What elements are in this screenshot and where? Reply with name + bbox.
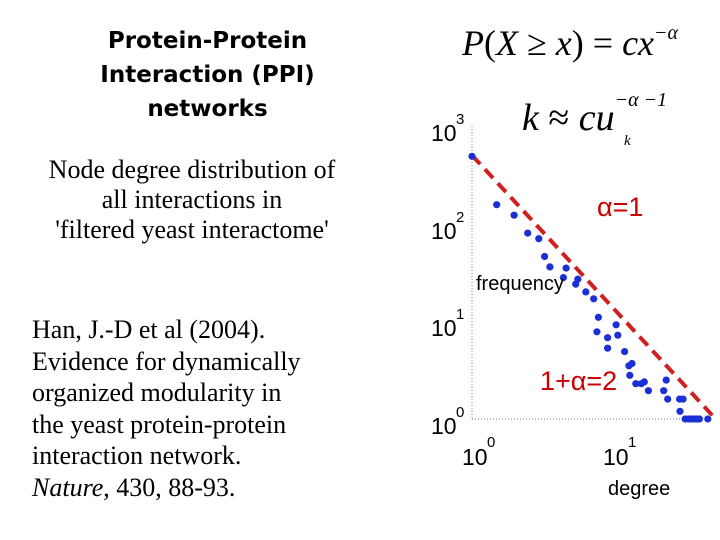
data-point	[594, 313, 603, 321]
svg-text:0: 0	[456, 404, 464, 421]
data-point	[628, 359, 636, 368]
y-tick-label: 100	[431, 404, 464, 439]
data-point	[593, 328, 601, 336]
data-point	[614, 331, 622, 339]
degree-formula: k ≈ cu−α −1	[522, 89, 667, 139]
citation-line: Nature, 430, 88-93.	[32, 472, 362, 504]
data-point	[541, 252, 549, 261]
slide-title: Protein-Protein Interaction (PPI) networ…	[50, 24, 365, 126]
data-point	[662, 376, 670, 384]
data-point	[604, 334, 612, 342]
citation: Han, J.-D et al (2004). Evidence for dyn…	[32, 314, 362, 503]
power-law-fit-line	[470, 153, 718, 421]
citation-line: Han, J.-D et al (2004).	[32, 315, 266, 344]
citation-volume: , 430, 88-93.	[103, 472, 236, 502]
title-line: Protein-Protein	[107, 28, 308, 54]
exponent-annotation: 1+α=2	[540, 366, 617, 396]
citation-line: Evidence for dynamically	[32, 346, 301, 376]
title-line: Interaction (PPI)	[100, 62, 315, 88]
data-point	[679, 395, 687, 403]
svg-text:10: 10	[431, 413, 457, 439]
alpha-annotation: α=1	[597, 192, 643, 222]
svg-text:1: 1	[628, 434, 636, 451]
data-point	[621, 348, 629, 356]
data-point	[524, 229, 532, 237]
data-point	[493, 201, 501, 209]
data-point	[559, 274, 568, 282]
data-point	[468, 152, 476, 160]
citation-line: the yeast protein-protein	[32, 409, 287, 439]
data-point	[644, 387, 653, 395]
data-point	[632, 380, 640, 388]
data-point	[604, 344, 612, 352]
data-point	[510, 211, 518, 219]
data-point	[546, 263, 554, 271]
data-point	[660, 387, 668, 395]
data-point	[640, 378, 648, 386]
citation-journal: Nature	[32, 472, 104, 502]
y-tick-label: 102	[431, 209, 464, 244]
degree-formula-subscript: k	[624, 133, 631, 149]
slide-subtitle: Node degree distribution of all interact…	[22, 155, 362, 245]
y-tick-label: 103	[431, 111, 464, 146]
svg-text:10: 10	[462, 444, 488, 470]
x-tick-label: 100	[462, 434, 495, 470]
data-point	[664, 395, 672, 403]
data-point	[582, 288, 590, 296]
data-point	[590, 295, 598, 303]
svg-text:1: 1	[456, 306, 464, 323]
citation-line: organized modularity in	[32, 378, 282, 407]
y-axis-label: frequency	[476, 273, 564, 295]
y-tick-label: 101	[431, 306, 464, 341]
subtitle-line: 'filtered yeast interactome'	[55, 215, 329, 244]
svg-text:10: 10	[431, 315, 457, 341]
data-point	[695, 415, 704, 423]
svg-text:3: 3	[456, 111, 464, 128]
cdf-formula: P(X ≥ x) = cx−α	[461, 22, 679, 63]
svg-text:2: 2	[456, 209, 464, 226]
svg-text:10: 10	[431, 120, 457, 146]
data-point	[562, 264, 570, 272]
data-point	[612, 321, 620, 329]
data-point	[704, 415, 712, 423]
data-point	[535, 235, 543, 243]
x-axis-label: degree	[608, 478, 670, 500]
x-tick-label: 101	[603, 434, 636, 470]
data-point	[626, 371, 634, 379]
svg-text:0: 0	[487, 434, 495, 451]
citation-line: interaction network.	[32, 441, 242, 470]
title-line: networks	[147, 96, 268, 122]
data-point	[572, 280, 580, 288]
svg-text:10: 10	[603, 444, 629, 470]
subtitle-line: Node degree distribution of	[48, 155, 336, 184]
subtitle-line: all interactions in	[101, 185, 283, 214]
data-point	[676, 407, 684, 415]
svg-text:10: 10	[431, 218, 457, 244]
